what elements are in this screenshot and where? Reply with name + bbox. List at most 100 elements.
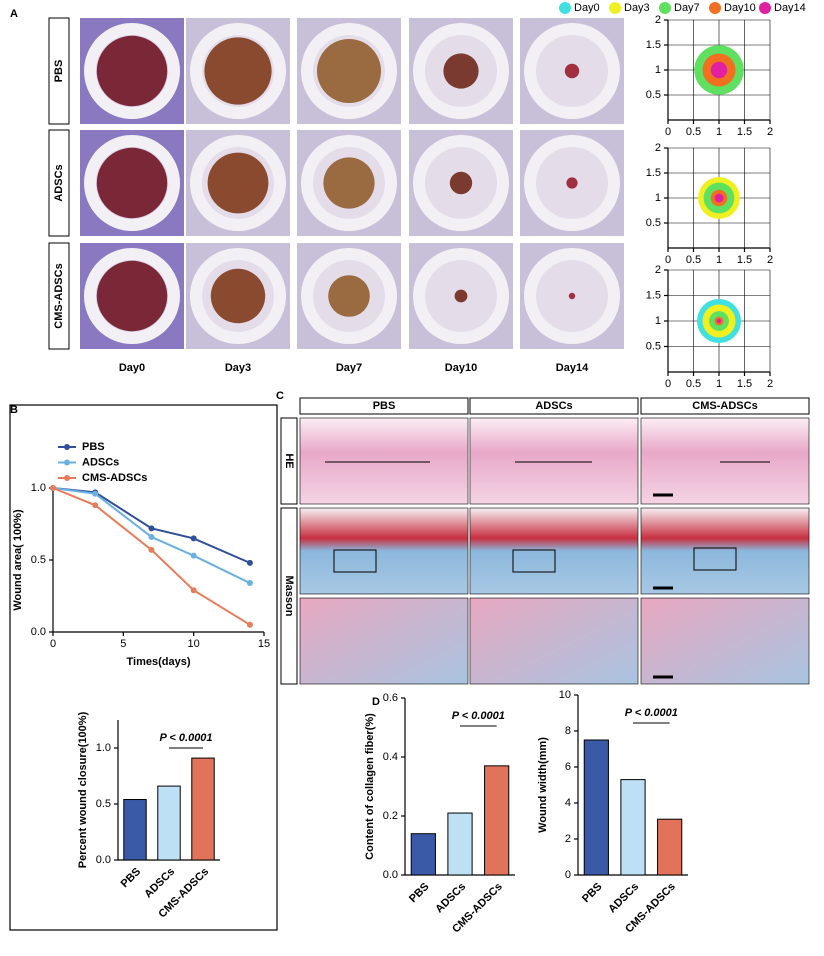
y-tick-label: 4	[565, 797, 571, 809]
wound	[328, 275, 370, 317]
zoom-box	[512, 549, 556, 573]
column-header: PBS	[373, 400, 396, 412]
zoom-box	[333, 549, 377, 573]
data-point	[190, 535, 197, 542]
y-tick-label: 1.5	[646, 167, 661, 179]
x-tick-label: 1.5	[737, 378, 752, 390]
x-tick-label: PBS	[580, 881, 604, 905]
histology-image	[640, 507, 810, 595]
bar	[657, 818, 683, 876]
histology-image	[640, 417, 810, 505]
panel-label: A	[10, 8, 18, 20]
day-label: Day0	[119, 362, 145, 374]
histology-image	[640, 597, 810, 685]
bar	[620, 779, 646, 876]
zoom-box	[693, 547, 737, 571]
row-label: HE	[283, 453, 295, 468]
y-tick-label: 0.0	[383, 869, 398, 881]
x-tick-label: 1.5	[737, 126, 752, 138]
day-label: Day7	[336, 362, 362, 374]
bar	[583, 739, 609, 876]
column-header: CMS-ADSCs	[692, 400, 757, 412]
y-tick-label: 2	[655, 264, 661, 276]
y-tick-label: 0.5	[646, 89, 661, 101]
data-point	[148, 533, 155, 540]
legend-label: PBS	[82, 441, 105, 453]
annotation: P < 0.0001	[625, 707, 678, 719]
y-tick-label: 8	[565, 725, 571, 737]
row-label: Masson	[283, 576, 295, 617]
bar	[191, 757, 215, 861]
legend-marker	[64, 444, 70, 450]
x-tick-label: 1	[716, 254, 722, 266]
x-tick-label: 0	[665, 254, 671, 266]
histology-image	[299, 417, 469, 505]
closure-area	[714, 193, 724, 203]
wound	[323, 157, 375, 209]
data-point	[92, 490, 99, 497]
x-tick-label: 2	[767, 126, 773, 138]
x-tick-label: 1.5	[737, 254, 752, 266]
y-tick-label: 0.4	[383, 751, 398, 763]
y-tick-label: 0.5	[96, 798, 111, 810]
histology-image	[469, 507, 639, 595]
wound	[210, 268, 266, 324]
row-label-box	[280, 507, 298, 685]
legend-label: ADSCs	[82, 456, 119, 468]
y-axis-label: Content of collagen fiber(%)	[364, 713, 376, 860]
series-line	[52, 487, 251, 626]
y-tick-label: 0.0	[31, 626, 46, 638]
y-tick-label: 0.5	[31, 554, 46, 566]
data-point	[190, 587, 197, 594]
data-point	[246, 580, 253, 587]
row-label-box	[280, 417, 298, 505]
row-label-box	[48, 17, 70, 125]
wound	[204, 37, 272, 105]
histology-image	[299, 597, 469, 685]
bar	[123, 799, 147, 861]
wound	[566, 177, 578, 189]
y-tick-label: 10	[559, 689, 571, 701]
data-point	[246, 559, 253, 566]
x-tick-label: ADSCs	[606, 881, 641, 916]
y-tick-label: 2	[565, 833, 571, 845]
wound	[454, 289, 468, 303]
legend-label: CMS-ADSCs	[82, 472, 147, 484]
day-label: Day14	[556, 362, 589, 374]
y-tick-label: 2	[655, 14, 661, 26]
y-tick-label: 6	[565, 761, 571, 773]
x-tick-label: 1	[716, 378, 722, 390]
data-point	[148, 546, 155, 553]
x-tick-label: 0	[50, 638, 56, 650]
legend-marker	[64, 475, 70, 481]
legend-swatch	[609, 2, 621, 14]
column-header-box	[299, 397, 469, 415]
y-tick-label: 1.0	[96, 742, 111, 754]
y-tick-label: 1.5	[646, 289, 661, 301]
wound	[207, 152, 269, 214]
y-tick-label: 1.0	[31, 482, 46, 494]
data-point	[246, 621, 253, 628]
wound	[96, 35, 168, 107]
y-tick-label: 1.5	[646, 39, 661, 51]
y-tick-label: 1	[655, 64, 661, 76]
bar	[484, 765, 510, 876]
bar	[447, 812, 473, 876]
row-label-box	[48, 242, 70, 350]
data-point	[92, 502, 99, 509]
y-tick-label: 0.5	[646, 217, 661, 229]
x-tick-label: 15	[258, 638, 270, 650]
wound	[96, 147, 168, 219]
y-tick-label: 2	[655, 142, 661, 154]
legend-marker	[64, 459, 70, 466]
column-header: ADSCs	[535, 400, 572, 412]
x-tick-label: 0.5	[686, 126, 701, 138]
x-tick-label: 0.5	[686, 254, 701, 266]
legend-label: Day7	[674, 2, 700, 14]
wound	[568, 292, 576, 300]
legend-swatch	[709, 2, 721, 14]
x-tick-label: 10	[188, 638, 200, 650]
legend-label: Day14	[774, 2, 806, 14]
legend-label: Day3	[624, 2, 650, 14]
